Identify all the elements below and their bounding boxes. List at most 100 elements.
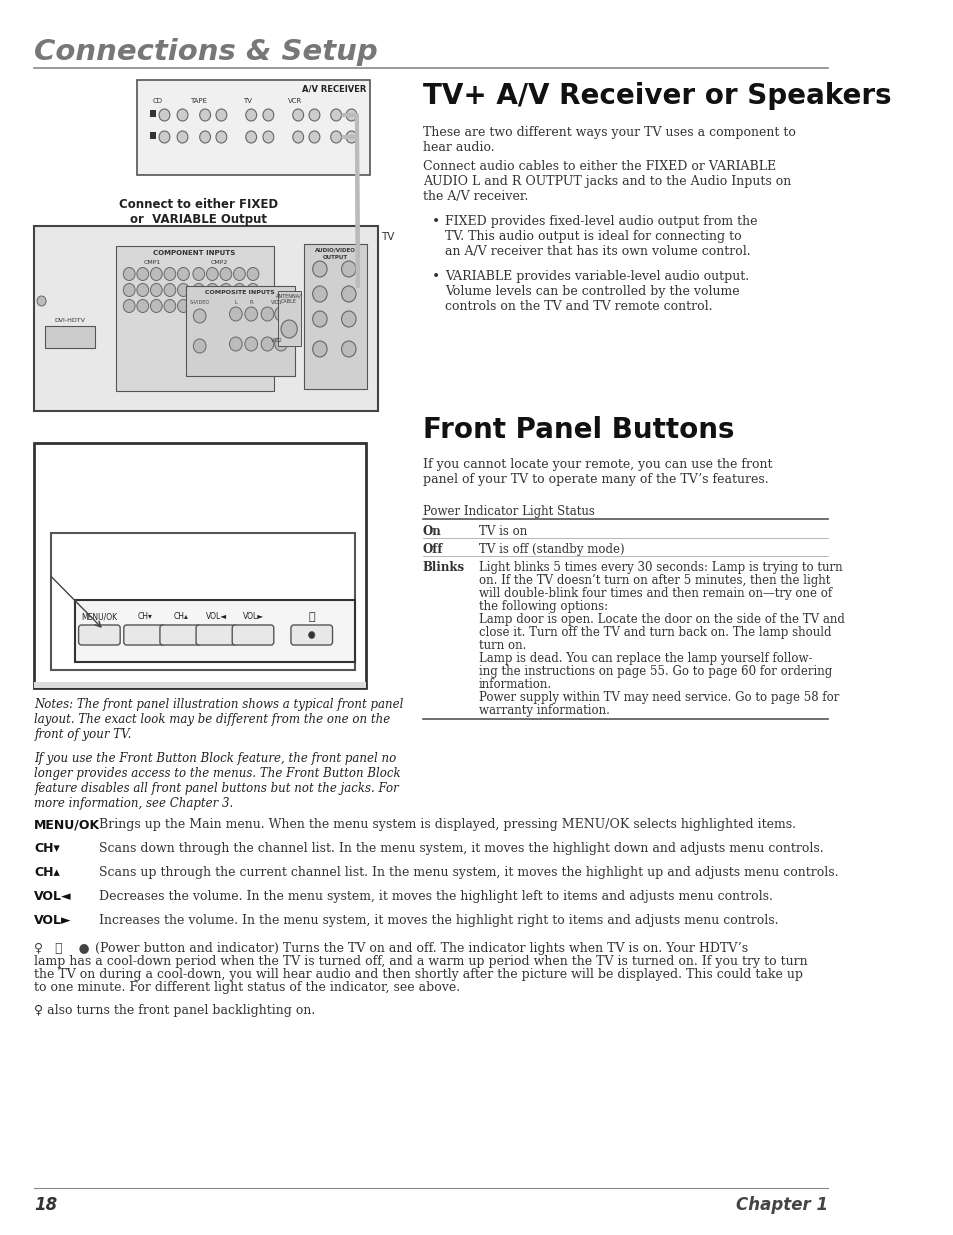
Bar	[115, 246, 274, 391]
Bar	[150, 132, 156, 140]
Circle shape	[206, 284, 218, 296]
Circle shape	[177, 268, 189, 280]
Circle shape	[261, 308, 274, 321]
Bar	[34, 682, 366, 684]
Text: If you cannot locate your remote, you can use the front
panel of your TV to oper: If you cannot locate your remote, you ca…	[422, 458, 772, 487]
Bar	[34, 684, 366, 685]
Text: •: •	[432, 270, 439, 284]
Text: TV is on: TV is on	[478, 525, 527, 538]
Circle shape	[274, 337, 287, 351]
Circle shape	[341, 311, 355, 327]
Circle shape	[293, 131, 303, 143]
Bar	[34, 226, 377, 411]
Text: Connections & Setup: Connections & Setup	[34, 38, 377, 65]
Text: information.: information.	[478, 678, 552, 692]
Circle shape	[215, 131, 227, 143]
Text: DVI-HDTV: DVI-HDTV	[54, 317, 85, 324]
Circle shape	[245, 337, 257, 351]
Bar	[150, 110, 156, 117]
Text: VOL►: VOL►	[242, 613, 263, 621]
Circle shape	[233, 268, 245, 280]
FancyBboxPatch shape	[196, 625, 237, 645]
Bar	[34, 685, 366, 688]
Circle shape	[164, 268, 175, 280]
Text: warranty information.: warranty information.	[478, 704, 609, 718]
Text: These are two different ways your TV uses a component to
hear audio.: These are two different ways your TV use…	[422, 126, 795, 154]
Circle shape	[206, 300, 218, 312]
Text: TV: TV	[243, 98, 252, 104]
Circle shape	[261, 337, 274, 351]
Text: AUDIO/VIDEO: AUDIO/VIDEO	[314, 247, 355, 252]
Bar	[278, 291, 300, 346]
Text: ⏻: ⏻	[308, 613, 314, 622]
Text: ♀ also turns the front panel backlighting on.: ♀ also turns the front panel backlightin…	[34, 1004, 315, 1016]
Circle shape	[346, 109, 356, 121]
Bar	[45, 326, 94, 348]
Text: the TV on during a cool-down, you will hear audio and then shortly after the pic: the TV on during a cool-down, you will h…	[34, 968, 802, 981]
Text: VOL◄: VOL◄	[34, 890, 71, 903]
Circle shape	[331, 109, 341, 121]
Text: TV+ A/V Receiver or Speakers: TV+ A/V Receiver or Speakers	[422, 82, 890, 110]
Circle shape	[341, 261, 355, 277]
FancyBboxPatch shape	[160, 625, 201, 645]
Text: •: •	[432, 215, 439, 228]
Circle shape	[247, 268, 258, 280]
Circle shape	[177, 109, 188, 121]
Circle shape	[230, 337, 242, 351]
Text: S-VIDEO: S-VIDEO	[190, 300, 210, 305]
Circle shape	[177, 284, 189, 296]
Circle shape	[215, 109, 227, 121]
Circle shape	[136, 268, 149, 280]
Text: CMP1: CMP1	[143, 261, 160, 266]
Text: R: R	[249, 300, 253, 305]
Text: COMPONENT INPUTS: COMPONENT INPUTS	[153, 249, 235, 256]
Circle shape	[246, 131, 256, 143]
Circle shape	[247, 300, 258, 312]
Text: (Power button and indicator) Turns the TV on and off. The indicator lights when : (Power button and indicator) Turns the T…	[94, 942, 747, 955]
Circle shape	[233, 300, 245, 312]
Text: Light blinks 5 times every 30 seconds: Lamp is trying to turn: Light blinks 5 times every 30 seconds: L…	[478, 561, 841, 574]
Text: Connect audio cables to either the FIXED or VARIABLE
AUDIO L and R OUTPUT jacks : Connect audio cables to either the FIXED…	[422, 161, 790, 203]
Text: CH▾: CH▾	[34, 842, 60, 855]
Circle shape	[313, 341, 327, 357]
Text: Chapter 1: Chapter 1	[735, 1195, 827, 1214]
Text: VID1: VID1	[271, 300, 282, 305]
Text: A/V RECEIVER: A/V RECEIVER	[302, 84, 367, 93]
Text: on. If the TV doesn’t turn on after 5 minutes, then the light: on. If the TV doesn’t turn on after 5 mi…	[478, 574, 829, 587]
Circle shape	[346, 131, 356, 143]
Text: Decreases the volume. In the menu system, it moves the highlight left to items a: Decreases the volume. In the menu system…	[99, 890, 773, 903]
Text: ♀   ⏻    ●: ♀ ⏻ ●	[34, 942, 90, 955]
Text: will double-blink four times and then remain on—try one of: will double-blink four times and then re…	[478, 587, 831, 600]
Text: COMPOSITE INPUTS: COMPOSITE INPUTS	[205, 290, 275, 295]
Circle shape	[151, 268, 162, 280]
Circle shape	[159, 109, 170, 121]
Text: TAPE: TAPE	[190, 98, 207, 104]
Circle shape	[159, 131, 170, 143]
Text: Power supply within TV may need service. Go to page 58 for: Power supply within TV may need service.…	[478, 692, 839, 704]
Text: MENU/OK: MENU/OK	[81, 613, 117, 621]
Circle shape	[151, 300, 162, 312]
Text: Front Panel Buttons: Front Panel Buttons	[422, 416, 734, 445]
Circle shape	[245, 308, 257, 321]
FancyBboxPatch shape	[291, 625, 333, 645]
Circle shape	[193, 300, 205, 312]
FancyBboxPatch shape	[124, 625, 165, 645]
Text: ANTENNA/
CABLE: ANTENNA/ CABLE	[276, 293, 302, 304]
FancyBboxPatch shape	[78, 625, 120, 645]
Text: On: On	[422, 525, 441, 538]
Text: CH▾: CH▾	[137, 613, 152, 621]
Text: VARIABLE provides variable-level audio output.
Volume levels can be controlled b: VARIABLE provides variable-level audio o…	[445, 270, 749, 312]
Circle shape	[220, 268, 232, 280]
Text: CMP2: CMP2	[211, 261, 228, 266]
Bar	[186, 287, 294, 375]
Circle shape	[193, 284, 205, 296]
Text: Scans up through the current channel list. In the menu system, it moves the high: Scans up through the current channel lis…	[99, 866, 838, 879]
Text: Lamp door is open. Locate the door on the side of the TV and: Lamp door is open. Locate the door on th…	[478, 613, 844, 626]
Text: TV is off (standby mode): TV is off (standby mode)	[478, 543, 624, 556]
Circle shape	[220, 300, 232, 312]
Text: 18: 18	[34, 1195, 57, 1214]
Text: Scans down through the channel list. In the menu system, it moves the highlight : Scans down through the channel list. In …	[99, 842, 823, 855]
Circle shape	[199, 131, 211, 143]
Text: OUTPUT: OUTPUT	[322, 254, 348, 261]
Circle shape	[123, 300, 135, 312]
